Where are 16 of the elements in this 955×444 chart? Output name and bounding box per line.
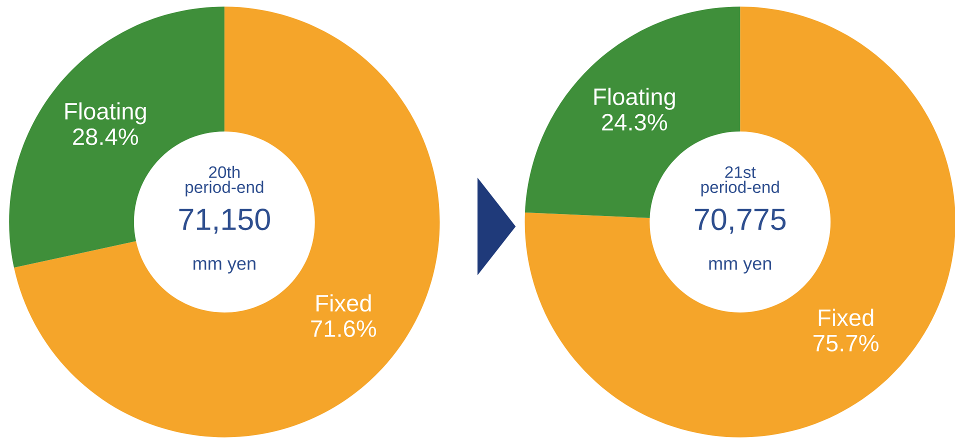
text: mm yen [194,260,256,274]
slice-label: Fixed [316,294,371,312]
donut-slice [524,6,955,438]
slice-label: Floating [594,88,675,110]
text: mm yen [709,260,772,274]
data-label: 28.4% [73,128,138,146]
data-label: 75.7% [814,334,878,352]
donut-slice [14,6,440,438]
text: 20th period-end [186,166,264,196]
data-label: 24.3% [602,114,668,131]
slice-label: Fixed [818,308,874,326]
text: 21st period-end [701,166,779,196]
slice-label: Floating [65,102,146,124]
text: 70,775 [694,208,786,234]
data-label: 71.6% [311,320,376,338]
text: 71,150 [179,208,270,234]
